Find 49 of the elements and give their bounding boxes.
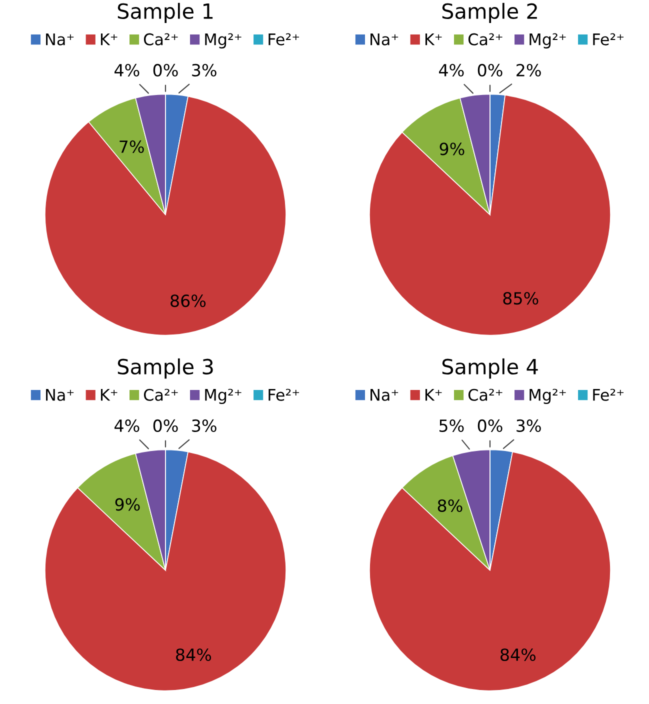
pie-slice — [369, 451, 611, 692]
legend-label: K⁺ — [425, 34, 442, 46]
chart-title: Sample 3 — [118, 358, 213, 379]
chart-title: Sample 1 — [118, 2, 213, 24]
data-label: 4% — [114, 64, 140, 76]
pie-slice — [44, 451, 286, 692]
legend-label: Fe²⁺ — [593, 388, 624, 401]
data-label: 9% — [440, 142, 464, 156]
data-label: 9% — [115, 498, 140, 511]
legend-label: K⁺ — [425, 389, 442, 401]
pie-slice — [369, 94, 611, 336]
legend-label: K⁺ — [100, 34, 118, 46]
text: 0% — [153, 64, 178, 76]
data-label: 84% — [500, 648, 536, 662]
data-label: 4% — [439, 64, 464, 76]
text: 0% — [478, 419, 502, 432]
pie-slice — [402, 98, 490, 216]
data-label: 85% — [503, 292, 538, 305]
data-label: 2% — [516, 64, 541, 76]
legend-label: Ca²⁺ — [144, 388, 178, 401]
legend-label: Fe²⁺ — [593, 33, 624, 46]
legend-label: Ca²⁺ — [468, 388, 502, 401]
legend-label: Na⁺ — [370, 34, 398, 46]
legend-label: Mg²⁺ — [530, 388, 566, 404]
data-label: 84% — [176, 648, 212, 662]
legend-label: Fe²⁺ — [268, 33, 300, 46]
pie-slice — [44, 96, 286, 336]
legend-label: Mg²⁺ — [205, 388, 242, 404]
legend-label: Ca²⁺ — [468, 33, 502, 46]
legend-label: Fe²⁺ — [268, 388, 300, 401]
legend-label: Ca²⁺ — [144, 33, 178, 46]
data-label: 86% — [170, 294, 206, 308]
legend-label: Na⁺ — [46, 34, 74, 46]
data-label: 4% — [114, 419, 140, 432]
data-label: 7% — [120, 140, 144, 153]
chart-title: Sample 2 — [442, 2, 537, 24]
data-label: 3% — [516, 419, 541, 432]
legend-label: Na⁺ — [370, 389, 398, 401]
text: 0% — [153, 419, 178, 432]
legend-label: Na⁺ — [46, 389, 74, 401]
legend-label: Mg²⁺ — [530, 33, 566, 48]
data-label: 8% — [438, 499, 462, 512]
data-label: 3% — [192, 419, 216, 432]
data-label: 3% — [192, 64, 216, 76]
legend-label: K⁺ — [100, 389, 118, 401]
data-label: 5% — [439, 419, 464, 432]
legend-label: Mg²⁺ — [205, 33, 242, 48]
text: 0% — [478, 64, 502, 76]
chart-title: Sample 4 — [442, 358, 538, 379]
